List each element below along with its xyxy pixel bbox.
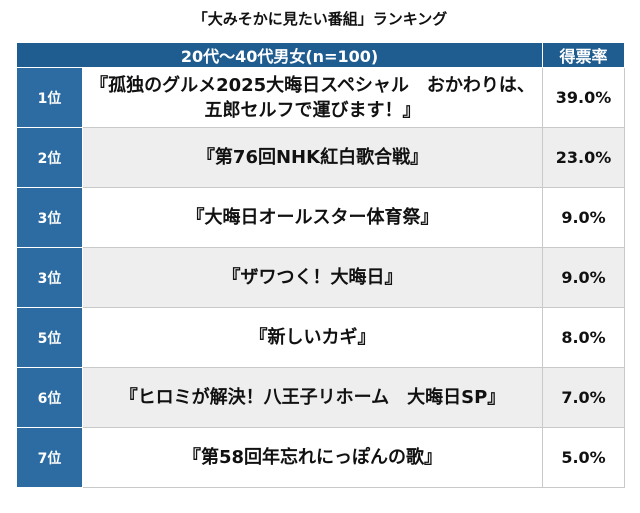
header-percent: 得票率 xyxy=(542,42,626,68)
program-cell: 『新しいカギ』 xyxy=(81,307,544,368)
percent-cell: 5.0% xyxy=(542,427,626,488)
percent-cell: 9.0% xyxy=(542,187,626,248)
percent-cell: 7.0% xyxy=(542,367,626,428)
header-group: 20代〜40代男女(n=100) xyxy=(15,42,544,68)
program-cell: 『大晦日オールスター体育祭』 xyxy=(81,187,544,248)
percent-cell: 39.0% xyxy=(542,67,626,128)
percent-cell: 8.0% xyxy=(542,307,626,368)
percent-cell: 9.0% xyxy=(542,247,626,308)
rank-cell: 1位 xyxy=(16,67,83,128)
rank-cell: 3位 xyxy=(16,247,83,308)
rank-cell: 3位 xyxy=(16,187,83,248)
program-cell: 『ヒロミが解決！八王子リホーム 大晦日SP』 xyxy=(81,367,544,428)
ranking-table: 20代〜40代男女(n=100) 得票率 1位 『孤独のグルメ2025大晦日スペシ… xyxy=(15,42,626,488)
program-cell: 『第76回NHK紅白歌合戦』 xyxy=(81,127,544,188)
table-row: 6位 『ヒロミが解決！八王子リホーム 大晦日SP』 7.0% xyxy=(16,367,626,428)
rank-cell: 5位 xyxy=(16,307,83,368)
table-body: 1位 『孤独のグルメ2025大晦日スペシャル おかわりは、五郎セルフで運びます！』… xyxy=(16,67,626,488)
program-cell: 『第58回年忘れにっぽんの歌』 xyxy=(81,427,544,488)
table-row: 5位 『新しいカギ』 8.0% xyxy=(16,307,626,368)
rank-cell: 7位 xyxy=(16,427,83,488)
program-cell: 『孤独のグルメ2025大晦日スペシャル おかわりは、五郎セルフで運びます！』 xyxy=(81,67,544,128)
table-row: 3位 『ザワつく！大晦日』 9.0% xyxy=(16,247,626,308)
percent-cell: 23.0% xyxy=(542,127,626,188)
header-row: 20代〜40代男女(n=100) 得票率 xyxy=(15,42,626,68)
program-cell: 『ザワつく！大晦日』 xyxy=(81,247,544,308)
table-row: 1位 『孤独のグルメ2025大晦日スペシャル おかわりは、五郎セルフで運びます！』… xyxy=(16,67,626,128)
rank-cell: 6位 xyxy=(16,367,83,428)
rank-cell: 2位 xyxy=(16,127,83,188)
table-row: 7位 『第58回年忘れにっぽんの歌』 5.0% xyxy=(16,427,626,488)
table-row: 2位 『第76回NHK紅白歌合戦』 23.0% xyxy=(16,127,626,188)
table-row: 3位 『大晦日オールスター体育祭』 9.0% xyxy=(16,187,626,248)
chart-title: 「大みそかに見たい番組」ランキング xyxy=(192,10,448,28)
